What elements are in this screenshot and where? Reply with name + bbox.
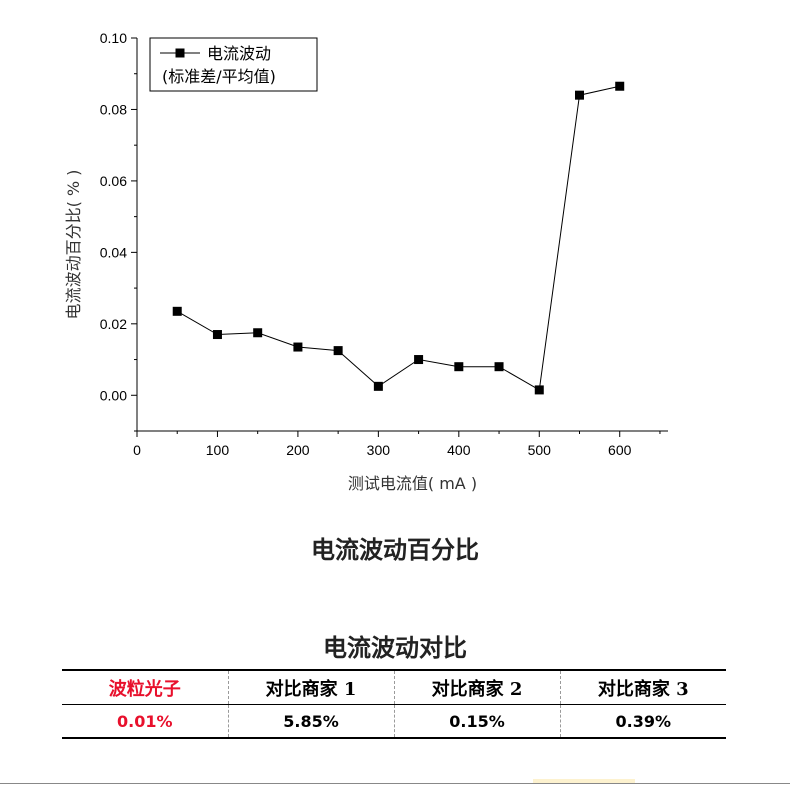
value-brand: 0.01% xyxy=(116,711,173,731)
data-point xyxy=(494,362,504,372)
x-tick-label: 0 xyxy=(133,442,141,458)
line-chart: 0 100 200 300 400 500 600 0.00 0.02 0.04 0.06 0.08 0… xyxy=(64,30,668,493)
x-tick-label: 600 xyxy=(608,442,632,458)
chart-caption: 电流波动百分比 xyxy=(311,536,479,564)
y-tick-label: 0.00 xyxy=(100,387,127,403)
y-tick-label: 0.02 xyxy=(100,316,127,332)
data-point xyxy=(615,81,625,91)
y-tick-label: 0.10 xyxy=(100,30,127,46)
comparison-table: 波粒光子 对比商家 1 对比商家 2 对比商家 3 0.01% 5.85% 0.… xyxy=(62,669,726,739)
series-line xyxy=(176,85,620,391)
data-point xyxy=(172,306,182,316)
y-axis-title: 电流波动百分比( % ) xyxy=(64,170,83,320)
header-brand: 波粒光子 xyxy=(62,670,228,705)
header-competitor-3: 对比商家 3 xyxy=(559,670,726,705)
legend-box xyxy=(149,37,318,92)
table-title: 电流波动对比 xyxy=(323,634,467,662)
y-tick-label: 0.04 xyxy=(100,244,127,260)
data-point xyxy=(454,362,464,372)
x-tick-label: 300 xyxy=(367,442,391,458)
y-tick-label: 0.08 xyxy=(100,101,127,117)
data-point xyxy=(293,342,303,352)
data-point xyxy=(253,328,263,338)
data-point xyxy=(534,385,544,395)
value-competitor-3: 0.39% xyxy=(559,704,726,738)
x-tick-label: 100 xyxy=(206,442,230,458)
header-competitor-1: 对比商家 1 xyxy=(227,670,394,705)
x-axis-title: 测试电流值( mA ) xyxy=(348,474,477,493)
data-point xyxy=(575,90,584,100)
header-competitor-2: 对比商家 2 xyxy=(393,670,560,705)
table-row: 0.01% 5.85% 0.15% 0.39% xyxy=(62,704,726,738)
bottom-divider xyxy=(0,783,790,784)
x-tick-label: 200 xyxy=(286,442,310,458)
value-competitor-1: 5.85% xyxy=(227,704,394,738)
data-point xyxy=(414,355,424,365)
x-tick-label: 400 xyxy=(447,442,471,458)
x-tick-label: 500 xyxy=(528,442,552,458)
legend-marker xyxy=(175,48,185,58)
bottom-accent xyxy=(533,779,635,784)
data-point xyxy=(333,346,343,356)
legend-entry-line-2: (标准差/平均值) xyxy=(162,67,276,86)
chart-canvas: 0 100 200 300 400 500 600 0.00 0.02 0.04 0.06 0.08 0… xyxy=(64,30,668,493)
data-point xyxy=(373,381,383,391)
table-header-row: 波粒光子 对比商家 1 对比商家 2 对比商家 3 xyxy=(62,670,726,705)
data-point xyxy=(212,330,222,340)
legend-entry: 电流波动 xyxy=(207,44,271,63)
y-tick-label: 0.06 xyxy=(100,173,127,189)
value-competitor-2: 0.15% xyxy=(393,704,560,738)
